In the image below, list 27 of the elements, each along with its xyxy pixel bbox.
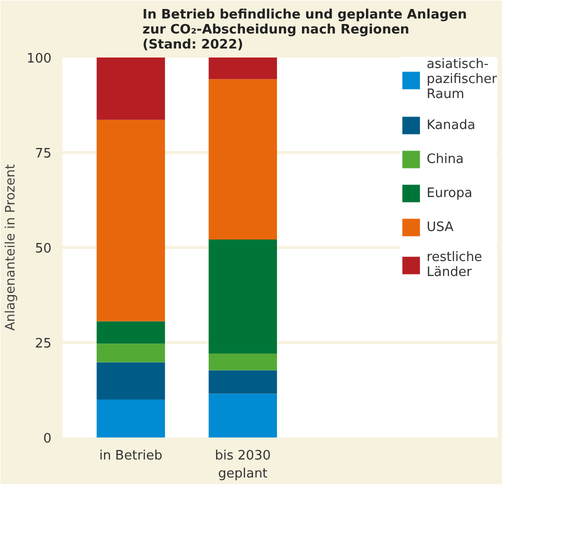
y-tick-label: 0 bbox=[43, 432, 52, 446]
x-tick-label: in Betrieb bbox=[99, 448, 162, 464]
legend-label: China bbox=[426, 150, 464, 168]
bar bbox=[208, 240, 277, 354]
bar bbox=[96, 362, 165, 400]
bar bbox=[96, 58, 165, 120]
chart-title: In Betrieb befindliche und geplante Anlagen zur CO₂-Abscheidung nach Regionen (Stand: 2022) bbox=[142, 8, 467, 52]
y-tick-label: 100 bbox=[26, 52, 52, 66]
legend-label: asiatisch-pazifischer Raum bbox=[426, 57, 497, 102]
legend-label: restliche Länder bbox=[426, 250, 482, 280]
legend-label: USA bbox=[426, 218, 454, 236]
x-tick-label: bis 2030 geplant bbox=[214, 448, 271, 482]
bar bbox=[208, 58, 277, 80]
y-axis-title: Anlagenanteile in Prozent bbox=[4, 164, 19, 331]
y-tick-label: 50 bbox=[34, 242, 52, 256]
legend-label: Europa bbox=[426, 184, 472, 202]
legend-label: Kanada bbox=[426, 116, 476, 134]
y-tick-label: 75 bbox=[34, 146, 52, 162]
bar bbox=[208, 394, 277, 438]
bar bbox=[208, 79, 277, 240]
y-tick-label: 25 bbox=[34, 336, 52, 352]
bar bbox=[208, 354, 277, 370]
bar bbox=[96, 400, 165, 438]
bar bbox=[96, 344, 165, 362]
bar bbox=[96, 120, 165, 322]
bar bbox=[208, 370, 277, 394]
bar bbox=[96, 321, 165, 344]
